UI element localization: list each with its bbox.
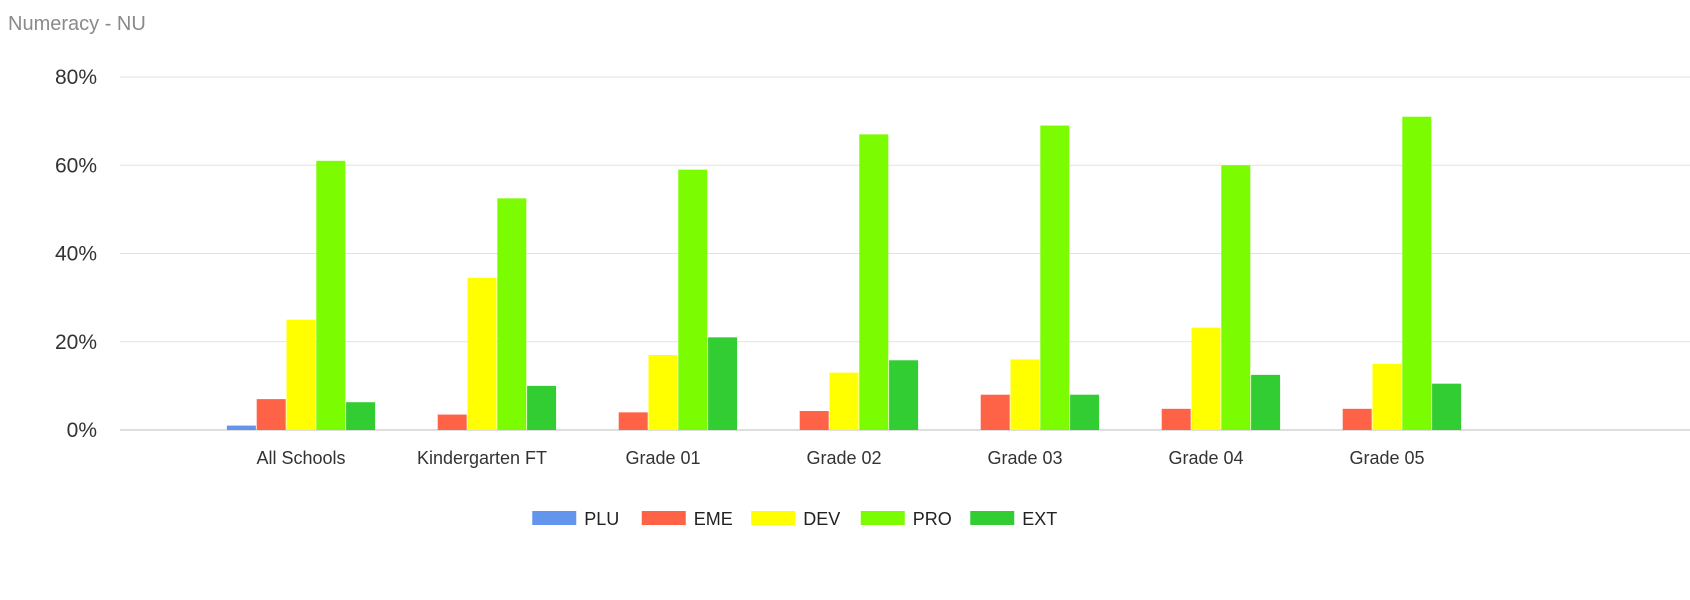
bar-dev: [1372, 363, 1402, 430]
legend-label: PRO: [913, 509, 952, 529]
y-tick-label: 40%: [55, 243, 97, 266]
bar-ext: [346, 402, 376, 430]
legend-item-pro: PRO: [860, 509, 952, 529]
legend-label: EXT: [1022, 509, 1057, 529]
bar-dev: [467, 277, 497, 430]
bar-eme: [799, 411, 829, 430]
bar-ext: [1070, 394, 1100, 430]
bar-pro: [859, 134, 889, 431]
legend-item-eme: EME: [641, 509, 733, 529]
x-tick-label: Kindergarten FT: [417, 448, 547, 468]
bar-dev: [1191, 327, 1221, 430]
legend-swatch: [641, 511, 686, 525]
bar-group-grade-04: [1161, 165, 1281, 430]
bar-eme: [256, 399, 286, 430]
bar-eme: [437, 414, 467, 430]
legend-swatch: [751, 511, 796, 525]
x-tick-label: Grade 03: [987, 448, 1062, 468]
bar-ext: [889, 360, 919, 430]
y-tick-label: 80%: [55, 66, 97, 89]
bar-ext: [1432, 383, 1462, 430]
y-tick-label: 20%: [55, 331, 97, 354]
y-tick-label: 60%: [55, 154, 97, 177]
x-tick-label: Grade 02: [806, 448, 881, 468]
bar-plu: [226, 425, 256, 430]
bar-pro: [1402, 116, 1432, 431]
bar-pro: [316, 160, 346, 430]
bar-group-all-schools: [226, 160, 376, 430]
legend-item-ext: EXT: [970, 509, 1057, 529]
bar-ext: [1251, 374, 1281, 430]
legend-item-dev: DEV: [751, 509, 840, 529]
x-tick-label: Grade 01: [625, 448, 700, 468]
bar-group-grade-03: [980, 125, 1100, 430]
legend-swatch: [860, 511, 905, 525]
bar-eme: [980, 394, 1010, 430]
bar-ext: [527, 385, 557, 430]
legend-label: PLU: [584, 509, 619, 529]
bar-pro: [497, 198, 527, 430]
x-tick-label: Grade 05: [1349, 448, 1424, 468]
x-tick-label: Grade 04: [1168, 448, 1243, 468]
bar-dev: [648, 354, 678, 430]
bar-group-grade-02: [799, 134, 919, 431]
legend-label: EME: [694, 509, 733, 529]
bar-pro: [1040, 125, 1070, 430]
bar-eme: [1342, 408, 1372, 430]
legend-swatch: [532, 511, 577, 525]
bars: [226, 116, 1462, 431]
bar-group-kindergarten-ft: [437, 198, 557, 430]
legend: PLU EME DEV PRO EXT: [532, 509, 1057, 529]
legend-item-plu: PLU: [532, 509, 619, 529]
legend-label: DEV: [803, 509, 840, 529]
chart-title: Numeracy - NU: [8, 13, 146, 35]
y-axis: 0% 20% 40% 60% 80%: [55, 66, 97, 442]
legend-swatch: [970, 511, 1015, 525]
bar-dev: [1010, 359, 1040, 430]
bar-eme: [618, 412, 648, 430]
y-tick-label: 0%: [67, 419, 97, 442]
bar-ext: [708, 337, 738, 430]
bar-group-grade-01: [618, 169, 738, 430]
x-tick-label: All Schools: [256, 448, 345, 468]
bar-pro: [678, 169, 708, 430]
bar-dev: [286, 319, 316, 430]
bar-pro: [1221, 165, 1251, 430]
bar-dev: [829, 372, 859, 430]
bar-group-grade-05: [1342, 116, 1462, 431]
bar-eme: [1161, 408, 1191, 430]
x-axis: All Schools Kindergarten FT Grade 01 Grade …: [256, 448, 1424, 468]
